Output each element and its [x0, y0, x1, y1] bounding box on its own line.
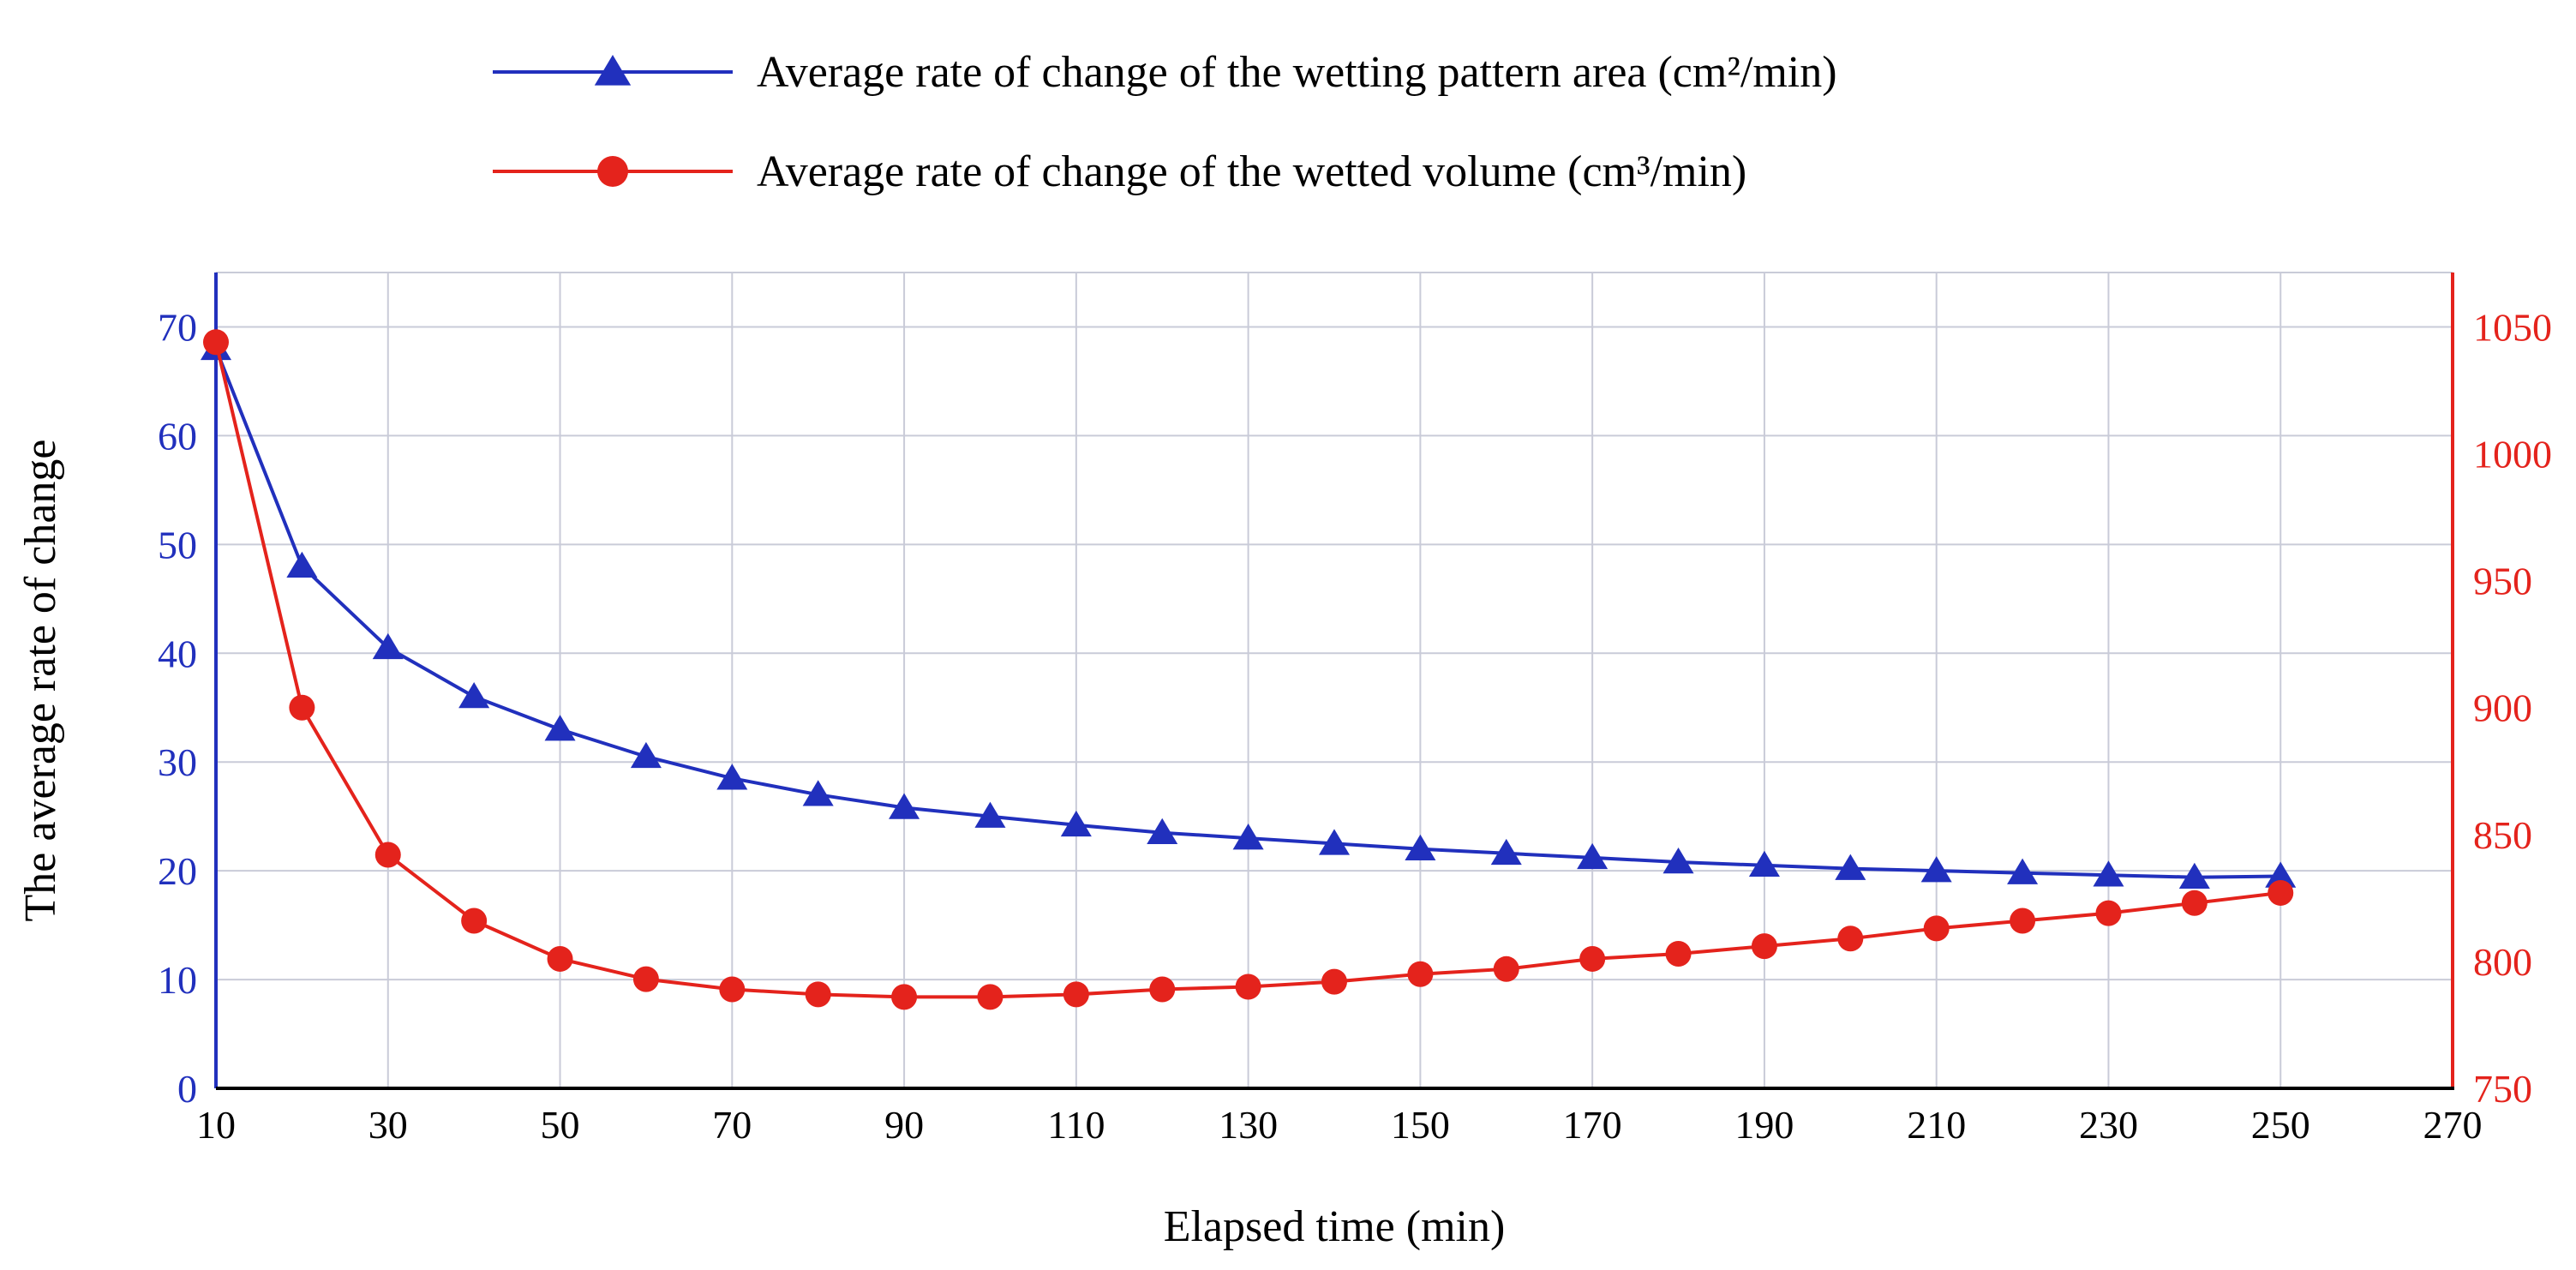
circle-marker — [891, 984, 918, 1010]
circle-marker — [632, 966, 659, 992]
circle-marker — [1579, 945, 1606, 972]
triangle-marker — [1490, 838, 1522, 866]
x-tick-label: 30 — [368, 1103, 408, 1147]
legend-label: Average rate of change of the wetted vol… — [757, 147, 1746, 196]
x-tick-label: 250 — [2251, 1103, 2310, 1147]
y-right-tick-labels: 750 800 850 900 950 1000 1050 — [2473, 305, 2552, 1111]
triangle-marker — [372, 632, 404, 660]
legend: Average rate of change of the wetting pa… — [493, 48, 1837, 196]
series-wetting-pattern-area — [200, 333, 2297, 890]
x-tick-label: 230 — [2079, 1103, 2138, 1147]
circle-marker — [1493, 955, 1519, 982]
triangle-marker — [1147, 818, 1178, 844]
circle-marker — [1751, 933, 1777, 960]
circle-marker — [1063, 981, 1089, 1008]
triangle-marker — [1577, 842, 1609, 870]
x-tick-label: 110 — [1047, 1103, 1105, 1147]
triangle-marker — [1318, 829, 1351, 855]
circle-marker — [1407, 961, 1434, 987]
circle-marker — [1149, 976, 1176, 1003]
circle-marker — [374, 842, 401, 868]
triangle-marker — [544, 715, 576, 741]
circle-marker — [1235, 973, 1261, 1000]
x-tick-labels: 10 30 50 70 90 110 130 150 170 190 210 230 250 270 — [196, 1103, 2483, 1147]
y-right-tick-label: 1050 — [2473, 305, 2552, 349]
x-tick-label: 210 — [1907, 1103, 1966, 1147]
y-left-tick-label: 50 — [158, 523, 197, 566]
x-tick-label: 150 — [1391, 1103, 1450, 1147]
legend-item: Average rate of change of the wetting pa… — [493, 48, 1837, 97]
triangle-marker — [2093, 860, 2124, 887]
triangle-marker — [630, 741, 662, 769]
y-right-tick-label: 900 — [2473, 686, 2532, 730]
x-tick-label: 90 — [884, 1103, 924, 1147]
circle-marker — [1837, 926, 1864, 952]
circle-marker — [1665, 941, 1692, 967]
triangle-marker — [1920, 856, 1952, 883]
triangle-marker — [716, 764, 748, 790]
circle-marker — [2181, 890, 2208, 916]
triangle-marker — [458, 682, 490, 709]
x-tick-label: 270 — [2423, 1103, 2483, 1147]
gridlines — [216, 272, 2453, 1088]
circle-marker — [547, 945, 573, 972]
triangle-marker — [1662, 847, 1694, 874]
triangle-marker — [594, 55, 632, 86]
circle-marker — [1321, 968, 1347, 995]
triangle-marker — [889, 793, 920, 819]
circle-marker — [977, 984, 1003, 1010]
triangle-marker — [1405, 834, 1436, 861]
triangle-marker — [1060, 810, 1092, 837]
series-wetted-volume — [203, 329, 2294, 1010]
x-tick-label: 50 — [541, 1103, 580, 1147]
circle-marker — [2267, 879, 2294, 906]
y-right-tick-label: 750 — [2473, 1067, 2532, 1111]
x-tick-label: 10 — [196, 1103, 236, 1147]
x-tick-label: 190 — [1734, 1103, 1794, 1147]
y-left-tick-label: 30 — [158, 740, 197, 784]
x-tick-label: 130 — [1219, 1103, 1278, 1147]
circle-marker — [805, 981, 831, 1008]
triangle-marker — [2178, 862, 2210, 890]
legend-label: Average rate of change of the wetting pa… — [757, 48, 1837, 97]
y-left-tick-label: 70 — [158, 305, 197, 349]
triangle-marker — [1835, 854, 1866, 880]
x-axis-title: Elapsed time (min) — [1164, 1202, 1506, 1251]
y-right-tick-label: 800 — [2473, 940, 2532, 984]
triangle-marker — [2007, 858, 2039, 884]
y-left-tick-label: 0 — [177, 1067, 197, 1111]
y-right-tick-label: 850 — [2473, 813, 2532, 857]
triangle-marker — [974, 801, 1006, 828]
triangle-marker — [1232, 824, 1264, 850]
y-right-tick-label: 1000 — [2473, 433, 2552, 476]
triangle-marker — [1748, 850, 1780, 878]
y-axis-title: The average rate of change — [16, 440, 65, 922]
triangle-marker — [2265, 861, 2297, 888]
legend-item: Average rate of change of the wetted vol… — [493, 147, 1746, 196]
y-left-tick-label: 40 — [158, 632, 197, 675]
triangle-marker — [286, 551, 318, 578]
y-left-tick-label: 10 — [158, 958, 197, 1002]
circle-marker — [719, 976, 746, 1003]
x-tick-label: 70 — [712, 1103, 752, 1147]
x-tick-label: 170 — [1563, 1103, 1622, 1147]
y-left-tick-labels: 0 10 20 30 40 50 60 70 — [158, 305, 197, 1111]
y-left-tick-label: 20 — [158, 849, 197, 893]
circle-marker — [289, 694, 315, 721]
circle-marker — [2095, 900, 2122, 926]
y-left-tick-label: 60 — [158, 414, 197, 458]
triangle-marker — [802, 780, 834, 806]
circle-marker — [1923, 915, 1950, 942]
circle-marker — [203, 329, 229, 356]
circle-marker — [2010, 908, 2036, 934]
y-right-tick-label: 950 — [2473, 560, 2532, 603]
circle-marker — [461, 908, 488, 934]
circle-marker — [597, 156, 628, 187]
